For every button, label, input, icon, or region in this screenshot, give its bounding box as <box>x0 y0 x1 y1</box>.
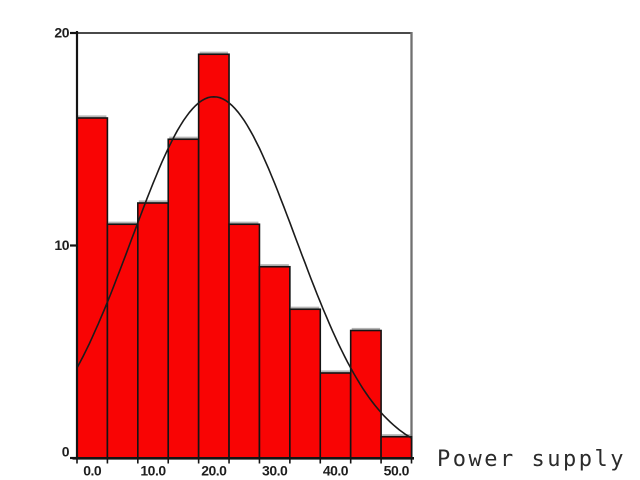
bar-top-highlight <box>78 115 107 118</box>
y-tick-label: 10 <box>54 237 69 253</box>
bar-top-highlight <box>351 327 381 331</box>
bar-top-highlight <box>138 200 168 203</box>
histogram-bar <box>289 308 322 459</box>
x-axis-ticks <box>76 459 413 464</box>
histogram-bar <box>76 117 109 459</box>
bar-top-highlight <box>290 306 320 309</box>
x-tick-label: 30.0 <box>262 463 288 479</box>
histogram-bar <box>228 223 261 459</box>
x-tick-label: 10.0 <box>140 463 166 479</box>
histogram-bar <box>106 223 139 459</box>
x-tick-label: 40.0 <box>323 463 349 479</box>
x-tick-label: 50.0 <box>384 463 410 479</box>
y-axis-tick-labels: 0 10 20 <box>54 25 70 460</box>
x-axis-tick-labels: 0.0 10.0 20.0 30.0 40.0 50.0 <box>83 463 410 479</box>
x-tick-label: 0.0 <box>83 463 102 479</box>
bar-top-highlight <box>230 221 259 224</box>
bar-top-highlight <box>321 370 350 373</box>
histogram-bar <box>380 435 413 459</box>
bar-top-highlight <box>199 51 229 54</box>
histogram-bars <box>76 53 413 459</box>
y-tick-label: 0 <box>62 444 70 460</box>
bar-top-highlight <box>382 434 411 437</box>
normal-curve <box>76 95 412 439</box>
histogram-bar <box>319 372 352 459</box>
bar-top-highlight <box>260 264 289 267</box>
y-tick-label: 20 <box>54 25 69 41</box>
x-axis-title: Power supply <box>437 447 626 472</box>
histogram-bar <box>137 202 170 459</box>
x-tick-label: 20.0 <box>201 463 227 479</box>
bar-top-highlight <box>169 136 198 139</box>
histogram-bar <box>167 138 200 459</box>
bar-top-highlight <box>108 221 137 224</box>
bar-top-highlights <box>78 51 411 437</box>
histogram-bar <box>197 53 230 459</box>
y-axis-ticks <box>70 31 77 460</box>
histogram-bar <box>258 265 291 459</box>
